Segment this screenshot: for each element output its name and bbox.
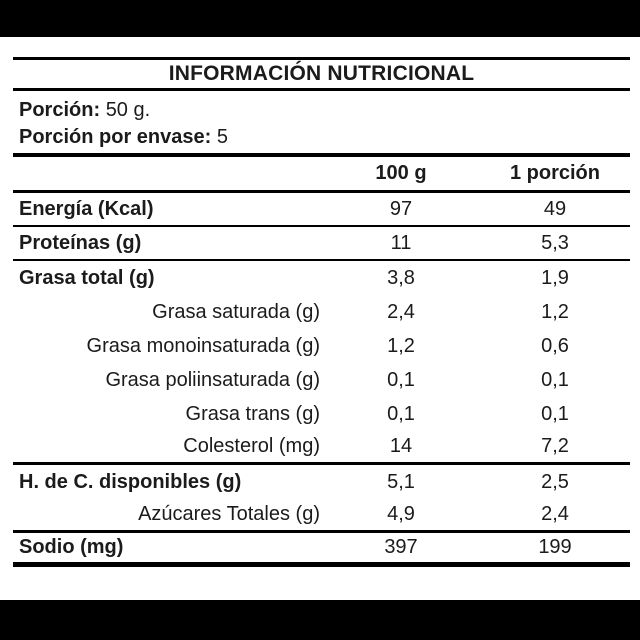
nutrient-row: Grasa poliinsaturada (g) 0,1 0,1: [13, 363, 630, 397]
nutrient-name: Proteínas (g): [19, 231, 142, 254]
nutrient-name: Grasa monoinsaturada (g): [86, 334, 320, 357]
value-per-100g: 2,4: [387, 300, 415, 323]
nutrition-table: INFORMACIÓN NUTRICIONAL Porción: 50 g. P…: [13, 37, 630, 567]
value-per-100g: 0,1: [387, 402, 415, 425]
nutrient-row: Colesterol (mg) 14 7,2: [13, 431, 630, 465]
serving-size-value: 50 g.: [105, 99, 151, 121]
value-per-100g: 5,1: [387, 470, 415, 493]
value-per-portion: 49: [543, 197, 567, 220]
servings-per-container-line: Porción por envase: 5: [19, 124, 630, 151]
value-per-100g: 1,2: [387, 334, 415, 357]
nutrient-name: Colesterol (mg): [183, 435, 320, 457]
nutrient-name: H. de C. disponibles (g): [19, 470, 242, 493]
nutrient-row: Grasa trans (g) 0,1 0,1: [13, 397, 630, 431]
nutrient-name: Grasa trans (g): [185, 402, 320, 425]
value-per-portion: 2,5: [541, 470, 569, 493]
value-per-portion: 0,1: [541, 402, 569, 425]
value-per-100g: 0,1: [387, 368, 415, 391]
top-letterbox-bar: [0, 0, 640, 37]
nutrient-name: Grasa total (g): [19, 266, 155, 289]
value-per-portion: 2,4: [541, 503, 569, 525]
nutrient-row: Grasa monoinsaturada (g) 1,2 0,6: [13, 329, 630, 363]
servings-per-container-label: Porción por envase:: [19, 126, 212, 148]
value-per-portion: 199: [538, 536, 572, 558]
serving-size-line: Porción: 50 g.: [19, 97, 630, 124]
value-per-100g: 3,8: [387, 266, 415, 289]
servings-per-container-value: 5: [216, 126, 228, 148]
value-per-portion: 1,2: [541, 300, 569, 323]
page-title: INFORMACIÓN NUTRICIONAL: [168, 62, 475, 85]
value-per-portion: 1,9: [541, 266, 569, 289]
value-per-100g: 11: [390, 231, 412, 254]
nutrient-row: Sodio (mg) 397 199: [13, 533, 630, 567]
title-row: INFORMACIÓN NUTRICIONAL: [13, 57, 630, 91]
nutrient-row: Proteínas (g) 11 5,3: [13, 227, 630, 261]
column-header-100g: 100 g: [375, 162, 427, 184]
bottom-letterbox-bar: [0, 600, 640, 640]
value-per-100g: 4,9: [387, 503, 415, 525]
value-per-portion: 0,1: [541, 368, 569, 391]
value-per-100g: 97: [389, 197, 413, 220]
nutrient-name: Sodio (mg): [19, 536, 124, 558]
column-header-portion: 1 porción: [509, 162, 600, 184]
nutrient-name: Grasa saturada (g): [152, 300, 320, 323]
nutrient-name: Grasa poliinsaturada (g): [105, 368, 320, 391]
value-per-portion: 5,3: [541, 231, 569, 254]
nutrient-name: Azúcares Totales (g): [138, 503, 320, 525]
value-per-100g: 14: [389, 435, 413, 457]
nutrient-name: Energía (Kcal): [19, 197, 154, 220]
value-per-portion: 0,6: [541, 334, 569, 357]
nutrient-row: Grasa saturada (g) 2,4 1,2: [13, 295, 630, 329]
serving-info-block: Porción: 50 g. Porción por envase: 5: [13, 91, 630, 157]
nutrient-row: Energía (Kcal) 97 49: [13, 193, 630, 227]
value-per-portion: 7,2: [541, 435, 569, 457]
nutrient-row: H. de C. disponibles (g) 5,1 2,5: [13, 465, 630, 499]
value-per-100g: 397: [384, 536, 418, 558]
nutrient-rows: Energía (Kcal) 97 49 Proteínas (g) 11 5,3 Gras…: [13, 193, 630, 567]
nutrient-row: Azúcares Totales (g) 4,9 2,4: [13, 499, 630, 533]
serving-size-label: Porción:: [19, 99, 101, 121]
nutrient-row: Grasa total (g) 3,8 1,9: [13, 261, 630, 295]
column-header-row: 100 g 1 porción: [13, 157, 630, 193]
